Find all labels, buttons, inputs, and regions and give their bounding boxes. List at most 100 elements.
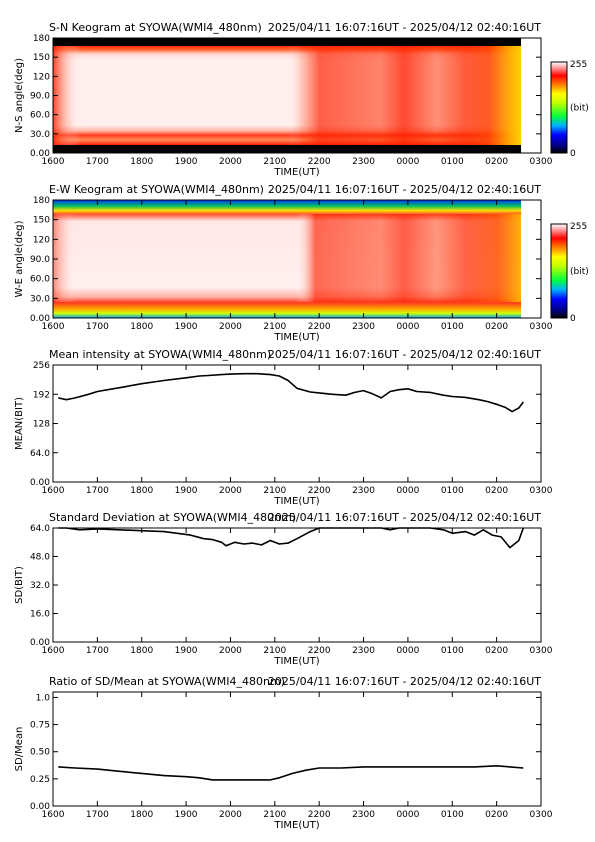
x-tick-label: 2100 [263, 322, 286, 332]
x-tick-label: 2100 [263, 810, 286, 820]
x-tick-label: 1700 [86, 157, 109, 167]
time-range-label: 2025/04/11 16:07:16UT - 2025/04/12 02:40… [268, 675, 541, 688]
x-tick-label: 1600 [42, 157, 65, 167]
no-data-band [53, 145, 522, 153]
y-tick-label: 64.0 [30, 524, 50, 534]
x-tick-label: 0200 [485, 646, 508, 656]
y-tick-label: 64.0 [30, 449, 50, 459]
chart-panel-5: Ratio of SD/Mean at SYOWA(WMI4_480nm)202… [14, 675, 553, 831]
x-tick-label: 0100 [441, 322, 464, 332]
time-range-label: 2025/04/11 16:07:16UT - 2025/04/12 02:40… [268, 348, 541, 361]
x-axis-label: TIME(UT) [273, 332, 319, 343]
x-axis-label: TIME(UT) [273, 656, 319, 667]
colorbar [550, 223, 568, 319]
chart-panel-3: Mean intensity at SYOWA(WMI4_480nm)2025/… [14, 348, 553, 507]
x-tick-label: 1800 [130, 646, 153, 656]
y-tick-label: 30.0 [30, 130, 50, 140]
x-tick-label: 0300 [530, 322, 553, 332]
y-tick-label: 32.0 [30, 581, 50, 591]
chart-title: S-N Keogram at SYOWA(WMI4_480nm) [49, 21, 262, 34]
x-tick-label: 2000 [219, 322, 242, 332]
y-tick-label: 128 [33, 420, 50, 430]
y-tick-label: 0.00 [30, 638, 50, 648]
y-tick-label: 180 [33, 34, 50, 44]
x-tick-label: 2300 [352, 486, 375, 496]
y-axis-label: N-S angle(deg) [14, 58, 25, 133]
chart-panel-1: 255 (bit) 0 S-N Keogram at SYOWA(WMI4_480nm… [14, 21, 589, 178]
colorbar-min-label: 0 [570, 314, 576, 324]
x-tick-label: 0000 [396, 322, 419, 332]
x-tick-label: 2100 [263, 486, 286, 496]
colorbar [550, 61, 568, 154]
x-tick-label: 2300 [352, 322, 375, 332]
chart-title: Standard Deviation at SYOWA(WMI4_480nm) [49, 511, 296, 524]
x-tick-label: 1700 [86, 322, 109, 332]
chart-panel-2: 255 (bit) 0 E-W Keogram at SYOWA(WMI4_480nm… [14, 183, 589, 343]
y-tick-label: 48.0 [30, 553, 50, 563]
x-tick-label: 0300 [530, 486, 553, 496]
x-tick-label: 1600 [42, 322, 65, 332]
x-axis-label: TIME(UT) [273, 820, 319, 831]
x-tick-label: 2200 [308, 157, 331, 167]
y-tick-label: 150 [33, 216, 50, 226]
colorbar-unit-label: (bit) [570, 267, 589, 277]
x-tick-label: 0100 [441, 486, 464, 496]
keogram-overlay [53, 46, 522, 145]
x-tick-label: 1800 [130, 486, 153, 496]
y-tick-label: 0.00 [30, 149, 50, 159]
x-tick-label: 0200 [485, 322, 508, 332]
plot-frame [52, 364, 542, 483]
series-line [58, 372, 524, 413]
x-tick-label: 0100 [441, 646, 464, 656]
y-tick-label: 90.0 [30, 92, 50, 102]
x-tick-label: 1700 [86, 486, 109, 496]
x-tick-label: 1600 [42, 486, 65, 496]
x-tick-label: 2000 [219, 810, 242, 820]
y-tick-label: 16.0 [30, 610, 50, 620]
series-line [58, 764, 524, 781]
x-tick-label: 2300 [352, 810, 375, 820]
x-tick-label: 1900 [175, 810, 198, 820]
x-tick-label: 1900 [175, 322, 198, 332]
y-tick-label: 0.00 [30, 314, 50, 324]
x-tick-label: 2100 [263, 646, 286, 656]
x-tick-label: 1900 [175, 486, 198, 496]
y-tick-label: 1.0 [36, 693, 51, 703]
y-tick-label: 0.00 [30, 478, 50, 488]
colorbar-unit-label: (bit) [570, 104, 589, 114]
x-tick-label: 2000 [219, 157, 242, 167]
x-tick-label: 2000 [219, 486, 242, 496]
x-tick-label: 1800 [130, 810, 153, 820]
x-tick-label: 1900 [175, 157, 198, 167]
colorbar-min-label: 0 [570, 149, 576, 159]
y-tick-label: 0.25 [30, 775, 50, 785]
x-tick-label: 0200 [485, 157, 508, 167]
no-data-band [53, 38, 522, 46]
y-axis-label: W-E angle(deg) [14, 220, 25, 297]
time-range-label: 2025/04/11 16:07:16UT - 2025/04/12 02:40… [268, 511, 541, 524]
y-tick-label: 256 [33, 361, 50, 371]
y-axis-label: MEAN(BIT) [14, 397, 25, 450]
x-tick-label: 1700 [86, 646, 109, 656]
y-tick-label: 0.00 [30, 802, 50, 812]
x-tick-label: 2000 [219, 646, 242, 656]
x-tick-label: 2100 [263, 157, 286, 167]
colorbar-max-label: 255 [570, 222, 587, 232]
y-tick-label: 0.75 [30, 721, 50, 731]
x-tick-label: 0200 [485, 486, 508, 496]
x-tick-label: 2300 [352, 157, 375, 167]
x-axis-label: TIME(UT) [273, 167, 319, 178]
x-tick-label: 0000 [396, 646, 419, 656]
y-tick-label: 120 [33, 72, 50, 82]
y-tick-label: 0.50 [30, 748, 50, 758]
series-line [58, 527, 525, 549]
y-tick-label: 180 [33, 196, 50, 206]
y-tick-label: 60.0 [30, 275, 50, 285]
x-tick-label: 0300 [530, 646, 553, 656]
x-tick-label: 1800 [130, 322, 153, 332]
chart-title: Ratio of SD/Mean at SYOWA(WMI4_480nm) [49, 675, 285, 688]
x-tick-label: 0100 [441, 157, 464, 167]
x-tick-label: 1900 [175, 646, 198, 656]
x-tick-label: 2200 [308, 646, 331, 656]
x-tick-label: 1800 [130, 157, 153, 167]
